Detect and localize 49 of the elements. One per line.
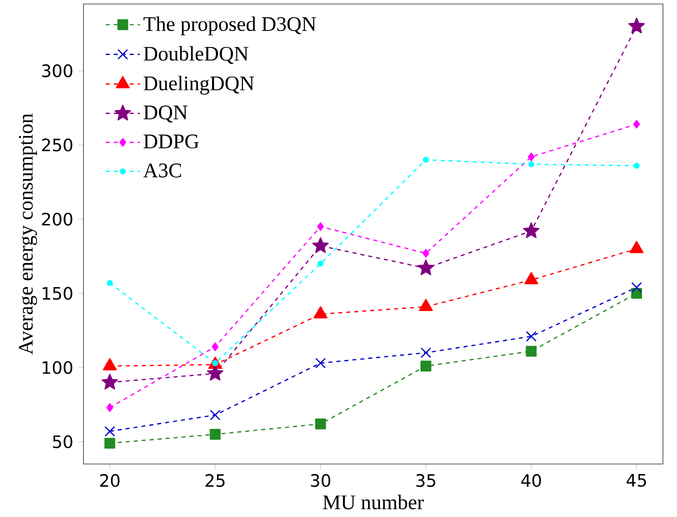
point bbox=[633, 120, 640, 129]
point bbox=[420, 347, 432, 358]
point bbox=[418, 260, 434, 276]
point bbox=[634, 162, 640, 169]
x-tick-label: 30 bbox=[310, 474, 330, 487]
x-tick-label: 45 bbox=[626, 474, 646, 487]
point bbox=[104, 426, 116, 437]
point bbox=[420, 360, 432, 372]
point bbox=[628, 18, 645, 34]
legend-label: The proposed D3QN bbox=[144, 16, 316, 36]
point bbox=[318, 260, 324, 267]
y-tick-label: 200 bbox=[42, 212, 72, 226]
x-tick-label: 35 bbox=[416, 474, 436, 487]
point bbox=[631, 282, 642, 293]
point bbox=[210, 428, 221, 440]
x-tick-label: 25 bbox=[206, 474, 225, 487]
point bbox=[212, 342, 219, 352]
point bbox=[212, 360, 218, 366]
point bbox=[528, 161, 534, 168]
point bbox=[104, 438, 116, 449]
point bbox=[315, 418, 326, 430]
point bbox=[206, 364, 224, 381]
point bbox=[526, 346, 537, 357]
legend-label: DQN bbox=[144, 106, 188, 123]
point bbox=[106, 280, 113, 286]
point bbox=[106, 403, 114, 412]
point bbox=[315, 358, 326, 368]
y-tick-label: 250 bbox=[42, 138, 72, 152]
legend-label: DDPG bbox=[144, 134, 199, 148]
x-tick-label: 40 bbox=[521, 474, 541, 487]
legend-label: DuelingDQN bbox=[144, 76, 254, 95]
point bbox=[528, 152, 535, 162]
point bbox=[317, 222, 324, 231]
point bbox=[102, 374, 118, 390]
point bbox=[210, 410, 220, 420]
legend-label: A3C bbox=[143, 164, 182, 178]
y-tick-label: 50 bbox=[53, 435, 72, 448]
y-tick-label: 150 bbox=[42, 286, 72, 300]
x-axis-title: MU number bbox=[322, 494, 424, 510]
point bbox=[526, 331, 537, 342]
point bbox=[523, 222, 540, 238]
point bbox=[422, 248, 430, 258]
legend-label: DoubleDQN bbox=[144, 46, 248, 64]
y-axis-title: Average energy consumption bbox=[18, 114, 38, 354]
x-tick-label: 20 bbox=[100, 474, 120, 487]
point bbox=[422, 156, 429, 163]
y-tick-label: 300 bbox=[42, 64, 72, 78]
y-tick-label: 100 bbox=[42, 361, 72, 374]
point bbox=[312, 237, 329, 253]
